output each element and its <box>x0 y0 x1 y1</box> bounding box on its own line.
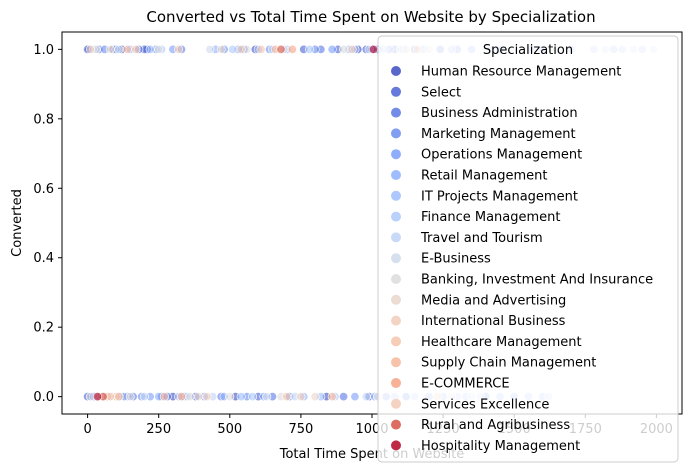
legend-marker <box>391 170 401 180</box>
data-point <box>174 44 184 54</box>
data-point <box>248 392 258 402</box>
data-point <box>131 44 141 54</box>
y-tick-label: 0.2 <box>33 321 54 336</box>
legend-label: Hospitality Management <box>421 439 580 454</box>
y-tick-label: 0.6 <box>33 182 54 197</box>
data-point <box>159 392 169 402</box>
data-point <box>256 44 266 54</box>
data-point <box>185 392 195 402</box>
data-point <box>361 392 371 402</box>
legend-marker <box>391 378 401 388</box>
data-point <box>350 392 360 402</box>
data-point <box>327 392 337 402</box>
legend-marker <box>391 190 401 201</box>
legend-marker <box>391 149 401 160</box>
legend-marker <box>391 294 401 305</box>
legend-label: Retail Management <box>421 169 548 184</box>
data-point <box>347 44 357 54</box>
x-tick-label: 500 <box>217 422 242 437</box>
legend-label: Select <box>421 85 461 100</box>
legend-label: Supply Chain Management <box>421 356 596 371</box>
y-tick-label: 0.0 <box>33 390 54 405</box>
data-point <box>93 392 103 402</box>
data-point <box>282 392 292 402</box>
legend-items: Human Resource Management Select Business … <box>391 65 653 454</box>
x-tick-label: 250 <box>146 422 171 437</box>
y-tick-label: 0.8 <box>33 112 54 127</box>
legend-label: International Business <box>421 314 566 329</box>
legend-marker <box>391 211 401 222</box>
legend-label: IT Projects Management <box>421 189 578 204</box>
data-point <box>125 392 135 402</box>
data-point <box>194 392 204 402</box>
legend-label: Banking, Investment And Insurance <box>421 273 653 288</box>
legend-marker <box>391 232 401 243</box>
legend-marker <box>391 398 401 409</box>
legend-marker <box>391 315 401 326</box>
y-axis: 0.0 0.2 0.4 0.6 0.8 1.0 <box>33 43 62 405</box>
data-point <box>228 44 238 54</box>
data-point <box>114 44 124 54</box>
data-point <box>368 44 378 54</box>
data-point <box>105 44 115 54</box>
legend-label: Operations Management <box>421 148 582 163</box>
data-point <box>122 44 132 54</box>
data-point <box>205 44 215 54</box>
legend-label: Media and Advertising <box>421 293 566 308</box>
data-point <box>139 392 149 402</box>
legend-marker <box>391 357 401 368</box>
legend-label: E-Business <box>421 252 491 267</box>
data-point <box>296 392 306 402</box>
legend-label: Services Excellence <box>421 397 549 412</box>
data-point <box>145 44 155 54</box>
legend-marker <box>391 274 401 284</box>
x-tick-label: 750 <box>288 422 313 437</box>
legend-marker <box>391 128 401 139</box>
data-point <box>236 392 246 402</box>
legend-label: Finance Management <box>421 210 561 225</box>
data-point <box>276 44 286 54</box>
legend-marker <box>391 440 401 451</box>
data-point <box>287 44 297 54</box>
data-point <box>310 392 320 402</box>
y-axis-label: Converted <box>10 189 25 257</box>
legend-label: Marketing Management <box>421 127 576 142</box>
data-point <box>262 392 272 402</box>
legend-label: Rural and Agribusiness <box>421 418 570 433</box>
y-tick-label: 1.0 <box>33 43 54 58</box>
legend-label: Business Administration <box>421 106 578 121</box>
legend: Specialization Human Resource Management… <box>377 35 679 463</box>
data-point <box>339 392 349 402</box>
legend-label: Healthcare Management <box>421 335 582 350</box>
legend-marker <box>391 66 401 76</box>
legend-marker <box>391 336 401 347</box>
data-point <box>202 392 212 402</box>
legend-label: E-COMMERCE <box>421 377 510 392</box>
legend-marker <box>391 107 401 118</box>
legend-marker <box>391 86 401 97</box>
legend-label: Travel and Tourism <box>420 231 543 246</box>
data-point <box>85 44 95 54</box>
legend-marker <box>391 419 401 430</box>
legend-box <box>377 35 679 463</box>
data-point <box>114 392 124 402</box>
y-tick-label: 0.4 <box>33 251 54 266</box>
legend-label: Human Resource Management <box>421 65 621 80</box>
x-tick-label: 0 <box>83 422 91 437</box>
data-point <box>216 44 226 54</box>
data-point <box>339 44 349 54</box>
data-point <box>154 44 164 54</box>
data-point <box>176 392 186 402</box>
data-point <box>225 392 235 402</box>
legend-title: Specialization <box>483 43 573 58</box>
data-point <box>236 44 246 54</box>
legend-marker <box>391 253 401 264</box>
data-point <box>304 44 314 54</box>
chart-title: Converted vs Total Time Spent on Website… <box>146 8 595 26</box>
data-point <box>327 44 337 54</box>
